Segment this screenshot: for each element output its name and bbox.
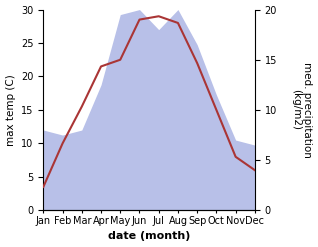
Y-axis label: max temp (C): max temp (C) xyxy=(5,74,16,146)
Y-axis label: med. precipitation
(kg/m2): med. precipitation (kg/m2) xyxy=(291,62,313,158)
X-axis label: date (month): date (month) xyxy=(108,231,190,242)
